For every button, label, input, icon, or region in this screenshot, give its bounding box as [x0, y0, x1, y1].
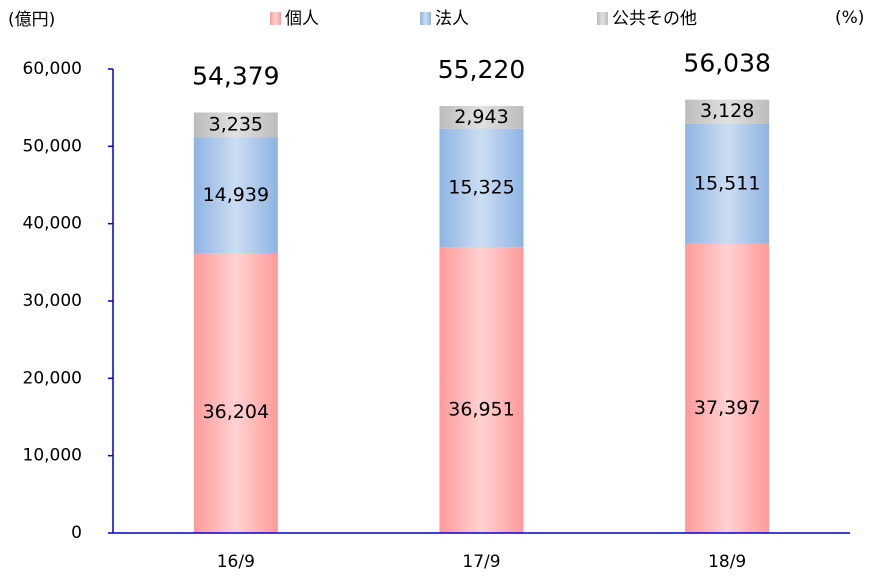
bar-sheen	[685, 123, 770, 244]
value-label: 14,939	[203, 184, 269, 206]
x-tick-label: 16/9	[217, 552, 255, 572]
y-tick-label: 60,000	[23, 59, 82, 79]
total-label: 55,220	[438, 55, 525, 84]
y-tick-label: 10,000	[23, 446, 82, 466]
legend-label: 法人	[435, 9, 469, 29]
value-label: 15,325	[448, 176, 514, 198]
total-label: 56,038	[683, 49, 770, 78]
y-tick-label: 20,000	[23, 368, 82, 388]
value-label: 3,235	[209, 113, 263, 135]
total-label: 54,379	[192, 61, 279, 90]
x-tick-label: 18/9	[708, 552, 746, 572]
legend-sheen	[420, 12, 431, 25]
right-unit: (%)	[835, 8, 864, 28]
y-tick-label: 50,000	[23, 136, 82, 156]
bar-sheen	[439, 247, 524, 533]
value-label: 15,511	[694, 172, 760, 194]
legend-label: 個人	[285, 9, 319, 29]
bar-sheen	[685, 243, 770, 533]
value-label: 36,951	[448, 399, 514, 421]
y-unit: (億円)	[8, 10, 55, 30]
value-label: 36,204	[203, 401, 269, 423]
y-tick-label: 0	[71, 523, 82, 543]
value-label: 2,943	[454, 106, 508, 128]
y-tick-label: 40,000	[23, 214, 82, 234]
legend-label: 公共その他	[612, 9, 697, 29]
bar-sheen	[193, 253, 278, 533]
x-tick-label: 17/9	[462, 552, 500, 572]
bar-sheen	[439, 105, 524, 129]
bar-sheen	[685, 99, 770, 124]
bar-sheen	[193, 137, 278, 254]
legend-sheen	[597, 12, 608, 25]
value-label: 3,128	[700, 100, 754, 122]
y-tick-label: 30,000	[23, 291, 82, 311]
bar-sheen	[439, 128, 524, 248]
legend-sheen	[270, 12, 281, 25]
value-label: 37,397	[694, 397, 760, 419]
bar-sheen	[193, 112, 278, 138]
